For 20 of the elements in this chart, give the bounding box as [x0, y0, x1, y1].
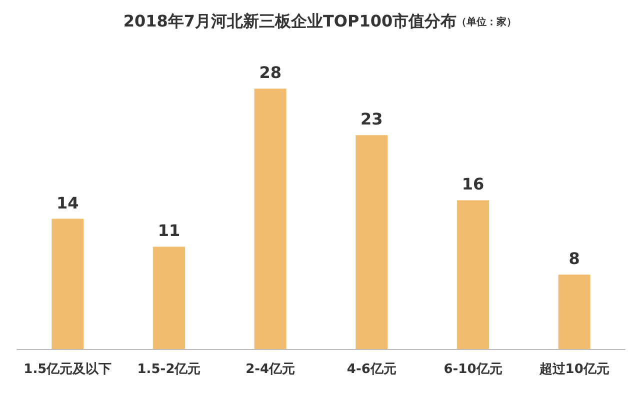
bar — [356, 135, 388, 349]
data-label: 23 — [360, 110, 383, 129]
bar — [153, 246, 185, 349]
bar — [52, 218, 84, 349]
chart-subtitle: （单位：家） — [456, 16, 517, 28]
x-tick-label: 2-4亿元 — [246, 362, 296, 377]
data-label: 11 — [158, 221, 180, 240]
x-tick-label: 4-6亿元 — [346, 362, 396, 377]
data-label: 8 — [568, 249, 580, 268]
x-tick-label: 6-10亿元 — [444, 362, 502, 377]
x-tick-label: 1.5-2亿元 — [137, 362, 201, 377]
data-label: 28 — [259, 63, 282, 82]
bar — [254, 88, 286, 349]
data-label: 14 — [56, 193, 79, 212]
bar — [558, 274, 590, 349]
x-tick-label: 1.5亿元及以下 — [24, 362, 112, 377]
chart-title: 2018年7月河北新三板企业TOP100市值分布 — [123, 12, 457, 30]
bar — [457, 200, 489, 349]
data-label: 16 — [462, 174, 484, 194]
x-tick-label: 超过10亿元 — [538, 362, 610, 377]
